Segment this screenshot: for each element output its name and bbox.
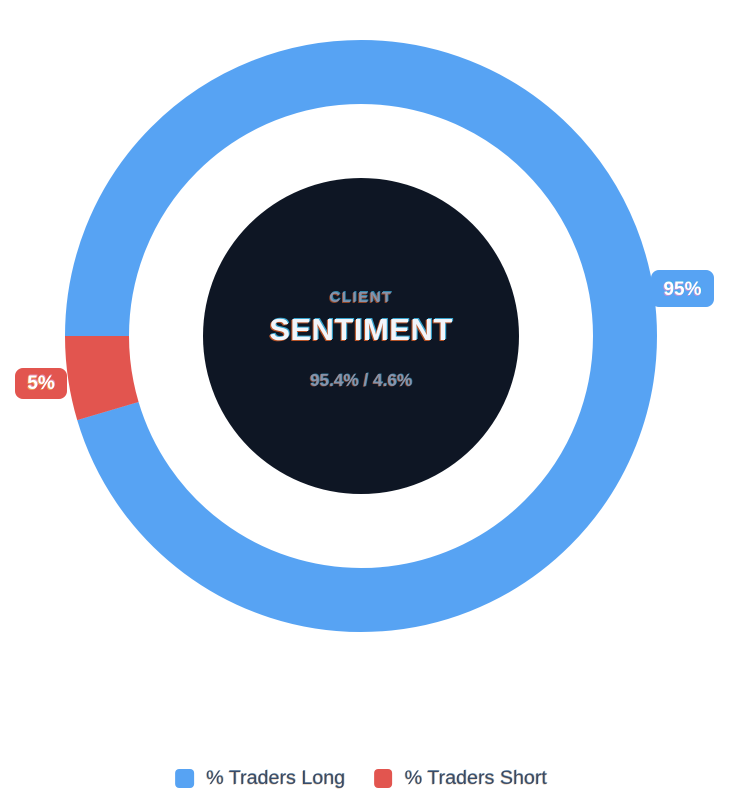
svg-text:95%: 95% bbox=[663, 279, 701, 300]
svg-text:SENTIMENT: SENTIMENT bbox=[269, 312, 453, 347]
svg-text:95.4% / 4.6%: 95.4% / 4.6% bbox=[310, 370, 412, 390]
svg-text:5%: 5% bbox=[27, 373, 55, 394]
svg-text:CLIENT: CLIENT bbox=[329, 289, 392, 306]
